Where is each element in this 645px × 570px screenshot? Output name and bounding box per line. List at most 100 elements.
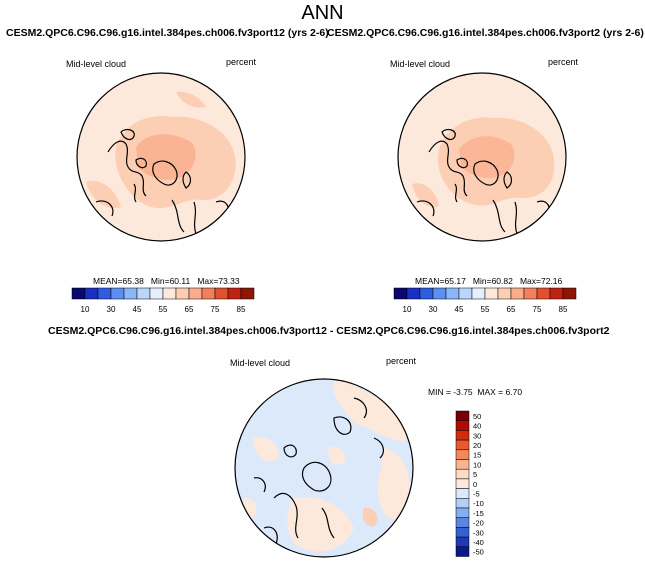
difference-colorbar-swatch	[455, 478, 470, 489]
panel-1-contours	[86, 91, 236, 209]
panel-1-colorbar-label: 75	[211, 305, 220, 314]
figure-title: ANN	[301, 2, 344, 24]
panel-2-colorbar-label: 75	[533, 305, 542, 314]
panel-2-colorbar-swatch	[406, 287, 421, 300]
panel-2-map-border	[397, 72, 567, 242]
difference-map	[234, 378, 414, 558]
panel-1-coastlines	[85, 128, 229, 239]
difference-max: 6.70	[505, 387, 523, 397]
panel-2-colorbar: 1030455565758595	[393, 287, 577, 314]
difference-colorbar-swatch	[455, 468, 470, 480]
difference-colorbar-label: -10	[473, 499, 484, 508]
panel-1-colorbar-swatch	[175, 287, 190, 300]
panel-1-colorbar-label: 85	[237, 305, 246, 314]
panel-2-colorbar-label: 55	[481, 305, 490, 314]
panel-2-colorbar-swatch	[484, 287, 499, 300]
panel-2-min: 60.82	[491, 276, 513, 286]
panel-1-map-border	[76, 72, 246, 242]
panel-1-colorbar-swatch	[84, 287, 99, 300]
difference-colorbar-swatch	[455, 507, 470, 518]
difference-colorbar-label: 10	[473, 460, 481, 469]
difference-colorbar-label: 40	[473, 422, 481, 431]
panel-2-stats: MEAN=65.17 Min=60.82 Max=72.16	[415, 276, 563, 286]
difference-colorbar-swatch	[455, 517, 470, 528]
panel-2-variable-label: Mid-level cloud	[390, 59, 451, 69]
panel-2-colorbar-swatch	[549, 287, 564, 300]
panel-1-map	[76, 72, 246, 242]
panel-1-colorbar-label: 45	[133, 305, 142, 314]
difference-contours	[243, 379, 413, 552]
difference-colorbar-swatch	[455, 459, 470, 470]
panel-1-variable-label: Mid-level cloud	[66, 59, 127, 69]
panel-2-colorbar-swatch	[471, 287, 486, 300]
panel-1-colorbar-label: 55	[159, 305, 168, 314]
panel-2-colorbar-label: 10	[403, 305, 412, 314]
panel-2-mean: 65.17	[444, 276, 466, 286]
difference-colorbar-swatch	[455, 527, 470, 538]
panel-1-colorbar-swatch	[136, 287, 151, 300]
panel-1-max: 73.33	[218, 276, 240, 286]
panel-1-colorbar-label: 30	[107, 305, 116, 314]
difference-units-label: percent	[386, 356, 417, 366]
difference-colorbar-label: 50	[473, 412, 481, 421]
panel-2-title: CESM2.QPC6.C96.C96.g16.intel.384pes.ch00…	[327, 27, 644, 39]
panel-1-colorbar-label: 65	[185, 305, 194, 314]
panel-1-mean: 65.38	[122, 276, 144, 286]
difference-colorbar-label: -50	[473, 548, 484, 557]
panel-2-colorbar-swatch	[536, 287, 551, 300]
panel-1-colorbar-swatch	[201, 287, 216, 300]
panel-1-colorbar-swatch	[162, 287, 177, 300]
difference-colorbar-swatch	[455, 420, 470, 431]
panel-2-colorbar-label: 30	[429, 305, 438, 314]
difference-colorbar-label: -15	[473, 509, 484, 518]
difference-variable-label: Mid-level cloud	[230, 358, 291, 368]
panel-2-colorbar-swatch	[497, 287, 512, 300]
panel-1-units-label: percent	[226, 57, 257, 67]
panel-2-colorbar-swatch	[432, 287, 447, 300]
panel-1-colorbar: 1030455565758595	[71, 287, 255, 314]
difference-colorbar-label: 15	[473, 451, 481, 460]
panel-2-colorbar-swatch	[419, 287, 434, 300]
panel-1-colorbar-swatch	[71, 287, 86, 300]
panel-2-max: 72.16	[540, 276, 563, 286]
panel-2-colorbar-swatch	[445, 287, 460, 300]
difference-colorbar-label: 0	[473, 480, 477, 489]
difference-colorbar-swatch	[455, 488, 470, 499]
panel-2-map	[397, 72, 567, 242]
panel-2-contours	[412, 117, 555, 207]
difference-title: CESM2.QPC6.C96.C96.g16.intel.384pes.ch00…	[48, 325, 610, 337]
difference-colorbar-label: 5	[473, 470, 477, 479]
difference-colorbar-label: -40	[473, 538, 484, 547]
difference-colorbar-swatch	[455, 498, 470, 509]
difference-stats: MIN = -3.75 MAX = 6.70	[428, 387, 523, 397]
panel-1-stats: MEAN=65.38 Min=60.11 Max=73.33	[93, 276, 240, 286]
panel-1-colorbar-swatch	[110, 287, 125, 300]
panel-2-colorbar-label: 85	[559, 305, 568, 314]
difference-colorbar-swatch	[455, 536, 470, 548]
difference-colorbar-swatch	[455, 546, 470, 557]
panel-1-colorbar-swatch	[188, 287, 203, 300]
difference-colorbar-swatch	[455, 439, 470, 451]
panel-2-units-label: percent	[548, 57, 579, 67]
difference-colorbar-swatch	[455, 449, 470, 460]
difference-colorbar-swatch	[455, 430, 470, 441]
difference-colorbar-swatch	[455, 410, 470, 421]
difference-colorbar-label: -5	[473, 489, 480, 498]
panel-2-colorbar-label: 45	[455, 305, 464, 314]
difference-coastlines	[253, 397, 384, 545]
panel-2-colorbar-swatch	[458, 287, 473, 300]
panel-1-title: CESM2.QPC6.C96.C96.g16.intel.384pes.ch00…	[6, 27, 329, 39]
panel-1-colorbar-swatch	[214, 287, 229, 300]
panel-2-colorbar-swatch	[393, 287, 408, 300]
difference-map-border	[234, 378, 414, 558]
difference-colorbar-label: 30	[473, 431, 481, 440]
panel-2-colorbar-label: 65	[507, 305, 516, 314]
panel-1-colorbar-swatch	[149, 287, 164, 300]
panel-2-colorbar-swatch	[523, 287, 538, 300]
panel-1-colorbar-swatch	[97, 287, 112, 300]
difference-colorbar-label: -30	[473, 528, 484, 537]
panel-1-colorbar-swatch	[240, 287, 255, 300]
panel-2-colorbar-swatch	[562, 287, 577, 300]
panel-1-colorbar-label: 10	[81, 305, 90, 314]
